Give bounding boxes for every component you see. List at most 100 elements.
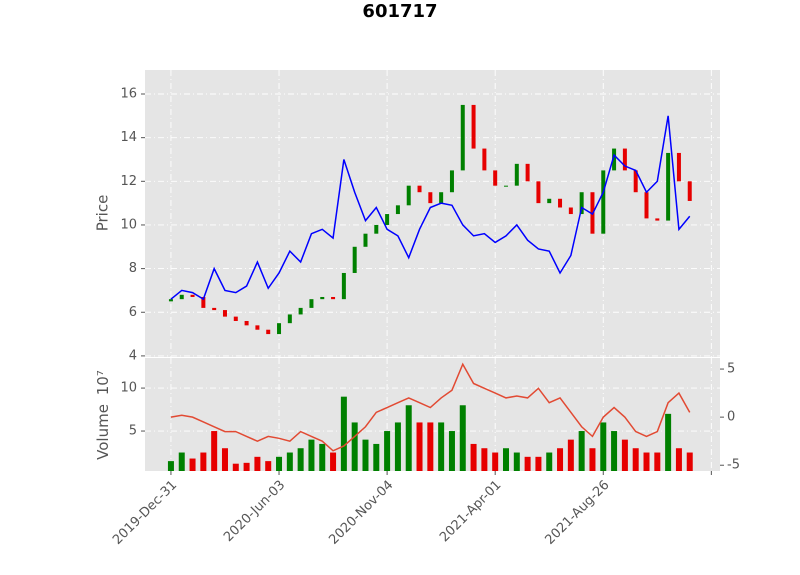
volume-bar xyxy=(167,461,174,471)
volume-bar xyxy=(232,463,239,471)
y2-tick-label: -5 xyxy=(727,458,740,473)
candle xyxy=(503,185,508,187)
oscillator-line xyxy=(170,362,691,452)
candle xyxy=(168,299,173,302)
volume-bar xyxy=(211,431,218,471)
volume-bar xyxy=(535,456,542,471)
y-axis-scale: 10⁷ xyxy=(94,370,112,395)
candle xyxy=(233,316,238,321)
volume-bar xyxy=(643,452,650,471)
volume-bar xyxy=(470,443,477,471)
candle xyxy=(406,185,411,206)
candle xyxy=(439,192,444,204)
candle xyxy=(601,170,606,234)
candle xyxy=(676,152,681,182)
candle xyxy=(255,325,260,330)
volume-bar xyxy=(557,448,564,471)
candle xyxy=(644,192,649,219)
candle xyxy=(201,296,206,308)
candle xyxy=(547,198,552,204)
volume-bar xyxy=(589,448,596,471)
y-axis-label: Volume 10⁷ xyxy=(94,370,112,460)
volume-bar xyxy=(308,439,315,471)
candle xyxy=(536,181,541,204)
volume-bar xyxy=(665,413,672,471)
y-tick-label: 16 xyxy=(120,87,137,102)
volume-bar xyxy=(427,422,434,471)
candle xyxy=(222,310,227,317)
volume-bar xyxy=(513,452,520,471)
x-tick-label: 2020-Jun-03 xyxy=(221,478,288,545)
volume-bar xyxy=(373,443,380,471)
candle xyxy=(525,163,530,182)
volume-bar xyxy=(265,461,272,471)
volume-bar xyxy=(459,405,466,471)
chart-title: 601717 xyxy=(362,1,437,22)
volume-bar xyxy=(297,448,304,471)
volume-bar xyxy=(578,431,585,471)
y-tick-label: 12 xyxy=(120,174,137,189)
candle xyxy=(579,192,584,215)
candle xyxy=(190,294,195,297)
candle xyxy=(482,148,487,171)
volume-bar xyxy=(654,452,661,471)
y-tick-label: 10 xyxy=(120,381,137,396)
x-tick-label: 2021-Aug-26 xyxy=(542,478,612,548)
volume-bar xyxy=(394,422,401,471)
volume-bar xyxy=(632,448,639,471)
candle xyxy=(460,104,465,171)
candle xyxy=(655,218,660,221)
candle xyxy=(212,307,217,311)
volume-bar xyxy=(492,452,499,471)
y-axis-label: Price xyxy=(94,195,112,232)
candle xyxy=(244,320,249,326)
volume-bar xyxy=(546,452,553,471)
candle xyxy=(341,272,346,300)
candle xyxy=(666,152,671,221)
volume-bar xyxy=(330,452,337,471)
volume-bar xyxy=(254,456,261,471)
volume-bar xyxy=(351,422,358,471)
candle xyxy=(277,323,282,335)
x-tick-label: 2021-Apr-01 xyxy=(437,478,504,545)
candle xyxy=(558,198,563,208)
volume-bar xyxy=(686,452,693,471)
candle xyxy=(568,207,573,215)
candle xyxy=(320,296,325,300)
volume-bar xyxy=(200,452,207,471)
candle xyxy=(309,299,314,308)
volume-bar xyxy=(221,448,228,471)
volume-bar xyxy=(502,448,509,471)
y-tick-label: 6 xyxy=(129,305,137,320)
candle xyxy=(493,170,498,186)
volume-bar xyxy=(611,431,618,471)
candle xyxy=(287,314,292,324)
candle xyxy=(687,181,692,201)
y2-tick-label: 0 xyxy=(727,410,735,425)
candle xyxy=(633,170,638,193)
y-tick-label: 10 xyxy=(120,217,137,232)
y-axis-label-text: Volume xyxy=(94,404,112,460)
candle xyxy=(374,224,379,234)
candle xyxy=(298,307,303,315)
candle xyxy=(428,192,433,204)
volume-bar xyxy=(243,462,250,471)
volume-bar xyxy=(481,448,488,471)
candle xyxy=(385,214,390,225)
x-tick-label: 2020-Nov-04 xyxy=(326,478,396,548)
candle xyxy=(612,148,617,171)
volume-bar xyxy=(189,458,196,471)
volume-bar xyxy=(405,405,412,471)
volume-bar xyxy=(178,452,185,471)
y-tick-label: 4 xyxy=(129,348,137,363)
volume-bar xyxy=(286,452,293,471)
y2-tick-label: 5 xyxy=(727,362,735,377)
price-panel xyxy=(145,70,720,357)
price-line xyxy=(170,115,691,301)
volume-bar xyxy=(362,439,369,471)
candle xyxy=(266,329,271,335)
candle xyxy=(514,163,519,186)
volume-bar xyxy=(319,443,326,471)
volume-bar xyxy=(600,422,607,471)
